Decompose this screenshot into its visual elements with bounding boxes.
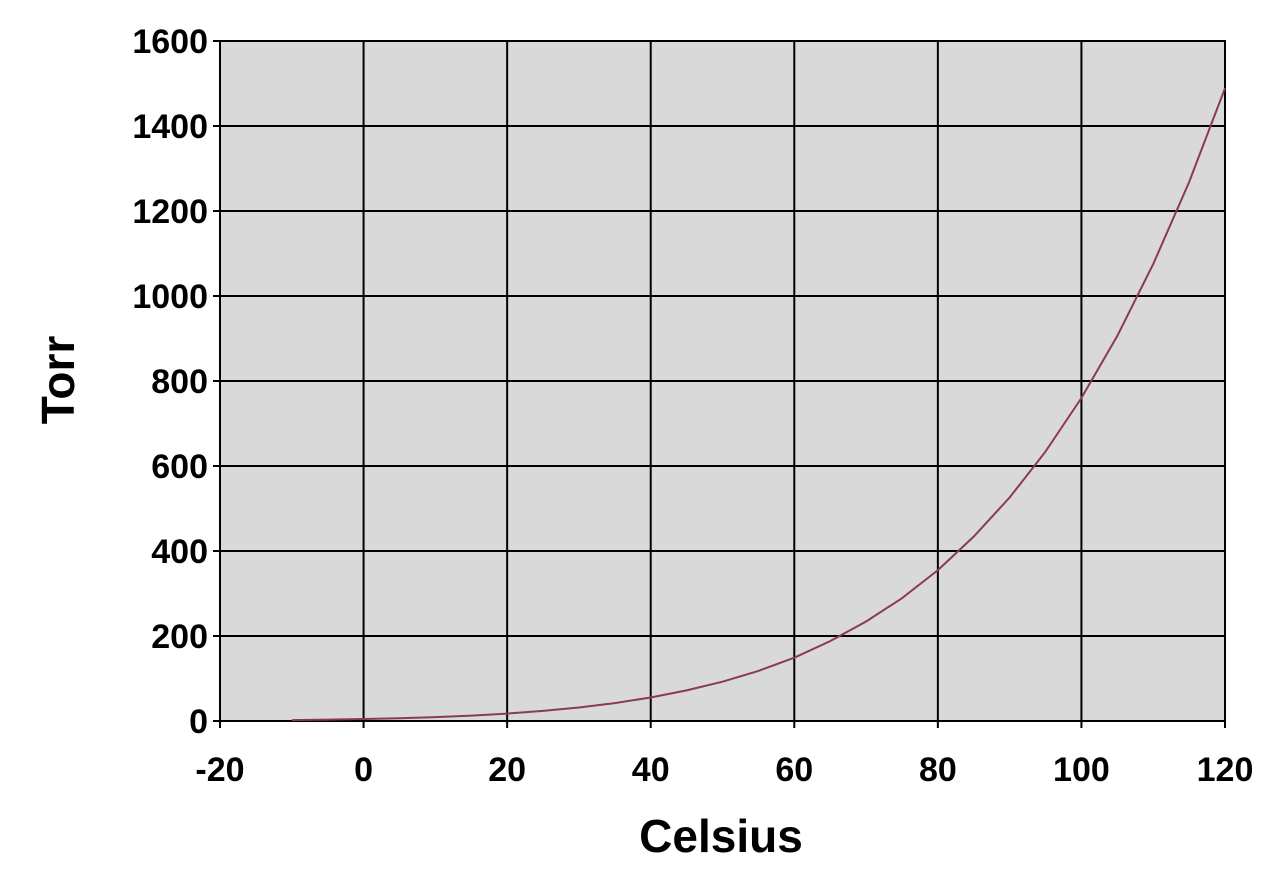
x-tick-label: -20 (195, 751, 244, 789)
plot-area-border (219, 40, 1226, 722)
x-tick-labels: -20 0 20 40 60 80 100 120 (195, 751, 1253, 789)
y-tick-label: 1600 (132, 23, 208, 61)
x-tick-label: 40 (632, 751, 670, 789)
y-tick-label: 1400 (132, 108, 208, 146)
x-tick-label: 0 (354, 751, 373, 789)
y-tick-label: 800 (151, 363, 208, 401)
series-line (291, 87, 1226, 722)
x-axis-title: Celsius (639, 810, 803, 862)
x-tick-label: 60 (775, 751, 813, 789)
y-tick-label: 1200 (132, 193, 208, 231)
x-tick-label: 80 (919, 751, 957, 789)
y-tick-label: 400 (151, 533, 208, 571)
y-axis-title: Torr (32, 336, 84, 425)
x-tick-label: 20 (488, 751, 526, 789)
x-tick-label: 100 (1053, 751, 1110, 789)
y-tick-label: 0 (189, 703, 208, 741)
y-tick-label: 600 (151, 448, 208, 486)
x-tick-label: 120 (1197, 751, 1254, 789)
y-tick-labels: 0 200 400 600 800 1000 1200 1400 1600 (132, 23, 208, 741)
y-tick-label: 1000 (132, 278, 208, 316)
y-tick-label: 200 (151, 618, 208, 656)
